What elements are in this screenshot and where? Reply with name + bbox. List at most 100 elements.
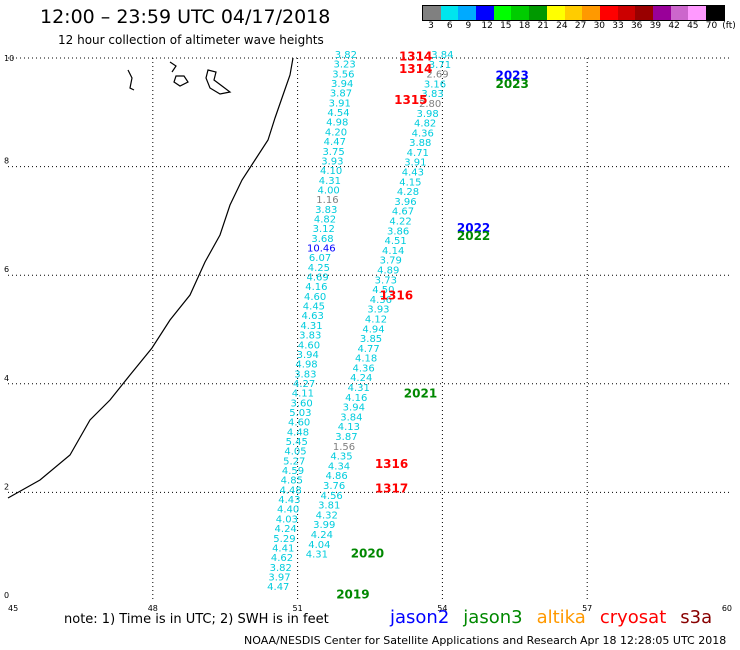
- wave-height-value: 4.31: [319, 176, 341, 187]
- orbit-pass-label: 2020: [351, 547, 384, 561]
- wave-height-value: 4.24: [350, 373, 372, 384]
- wave-height-value: 4.16: [305, 282, 327, 293]
- wave-height-value: 3.98: [417, 109, 439, 120]
- wave-height-value: 4.63: [302, 311, 324, 322]
- colorbar-labels: 3 6 9 12 15 18 21 24 27 30 33 36 39 42 45 70 (ft): [422, 21, 740, 35]
- orbit-pass-label: 1314: [399, 50, 432, 64]
- wave-height-value: 10.46: [307, 244, 336, 255]
- x-tick-label: 48: [148, 604, 158, 613]
- wave-height-value: 4.62: [271, 553, 293, 564]
- wave-height-value: 4.36: [353, 363, 375, 374]
- wave-height-value: 4.10: [320, 166, 342, 177]
- colorbar-label: 45: [687, 21, 699, 31]
- wave-height-value: 4.13: [338, 422, 360, 433]
- y-tick-label: 8: [4, 157, 9, 166]
- wave-height-value: 6.07: [309, 253, 331, 264]
- wave-height-value: 5.45: [286, 437, 308, 448]
- page-title: 12:00 – 23:59 UTC 04/17/2018: [40, 6, 331, 28]
- wave-height-value: 3.85: [360, 334, 382, 345]
- wave-height-value: 4.32: [316, 510, 338, 521]
- wave-height-value: 2.80: [419, 99, 441, 110]
- wave-height-value: 4.50: [372, 285, 394, 296]
- wave-height-value: 4.31: [300, 321, 322, 332]
- wave-height-value: 4.98: [326, 118, 348, 129]
- page-subtitle: 12 hour collection of altimeter wave hei…: [58, 33, 324, 47]
- wave-height-value: 4.82: [414, 119, 436, 130]
- x-tick-label: 51: [293, 604, 303, 613]
- wave-height-value: 4.41: [272, 543, 294, 554]
- wave-height-value: 4.12: [365, 314, 387, 325]
- orbit-pass-label: 1315: [394, 93, 427, 107]
- colorbar-label: 6: [446, 21, 453, 31]
- wave-height-value: 4.60: [298, 340, 320, 351]
- island-outline: [169, 61, 189, 87]
- wave-height-value: 4.04: [308, 540, 330, 551]
- wave-height-value: 4.89: [377, 265, 399, 276]
- wave-height-value: 4.24: [275, 524, 297, 535]
- satellite-legend: jason2 jason3 altika cryosat s3a: [390, 607, 726, 628]
- wave-height-value: 4.20: [325, 127, 347, 138]
- wave-height-value: 3.82: [270, 563, 292, 574]
- orbit-pass-label: 1317: [375, 481, 408, 495]
- wave-height-value: 3.83: [294, 369, 316, 380]
- wave-height-value: 4.59: [282, 466, 304, 477]
- wave-height-value: 3.75: [322, 147, 344, 158]
- wave-height-value: 4.16: [345, 393, 367, 404]
- x-tick-label: 45: [8, 604, 18, 613]
- wave-height-value: 3.97: [268, 572, 290, 583]
- wave-height-value: 4.03: [276, 514, 298, 525]
- colorbar-swatch: [599, 6, 618, 20]
- orbit-pass-label: 2022: [457, 221, 490, 235]
- wave-height-value: 4.69: [306, 273, 328, 284]
- wave-height-value: 3.87: [330, 89, 352, 100]
- orbit-pass-label: 1316: [375, 457, 408, 471]
- wave-height-value: 4.45: [303, 302, 325, 313]
- wave-height-value: 3.16: [424, 79, 446, 90]
- y-tick-label: 10: [4, 54, 14, 63]
- wave-height-value: 4.67: [392, 207, 414, 218]
- x-tick-label: 60: [722, 604, 732, 613]
- colorbar-label: 70: [705, 21, 718, 31]
- wave-height-value: 4.11: [292, 389, 314, 400]
- satellite-legend-item: jason3: [463, 607, 523, 628]
- wave-height-value: 3.83: [421, 89, 443, 100]
- wave-height-value: 3.84: [431, 50, 453, 61]
- colorbar-label: 30: [593, 21, 606, 31]
- colorbar-swatch: [529, 6, 547, 20]
- wave-height-value: 4.43: [402, 168, 424, 179]
- wave-height-value: 3.68: [311, 234, 333, 245]
- wave-height-value: 4.60: [304, 292, 326, 303]
- wave-height-value: 3.73: [375, 275, 397, 286]
- wave-height-value: 3.94: [297, 350, 319, 361]
- wave-height-value: 4.24: [311, 530, 333, 541]
- wave-height-value: 4.94: [362, 324, 384, 335]
- wave-height-value: 4.51: [385, 236, 407, 247]
- colorbar-swatch: [458, 6, 477, 20]
- wave-height-value: 4.05: [284, 447, 306, 458]
- orbit-pass-label: 2023: [495, 77, 528, 91]
- wave-height-value: 4.82: [314, 214, 336, 225]
- y-tick-label: 2: [4, 482, 9, 491]
- colorbar-swatch: [564, 6, 583, 20]
- wave-height-value: 3.96: [394, 197, 416, 208]
- wave-height-value: 4.48: [287, 427, 309, 438]
- coastline: [7, 57, 294, 499]
- orbit-pass-label: 1316: [380, 289, 413, 303]
- colorbar-label: 21: [537, 21, 549, 31]
- colorbar-label: 3: [428, 21, 434, 31]
- wave-height-value: 4.56: [321, 491, 343, 502]
- wave-height-value: 4.40: [277, 505, 299, 516]
- colorbar-label: 33: [612, 21, 624, 31]
- wave-height-value: 3.71: [429, 60, 451, 71]
- wave-height-value: 4.71: [407, 148, 429, 159]
- x-tick-label: 57: [582, 604, 592, 613]
- colorbar-swatch: [688, 6, 706, 20]
- wave-height-value: 3.88: [409, 138, 431, 149]
- wave-height-value: 3.83: [315, 205, 337, 216]
- wave-height-value: 3.93: [321, 156, 343, 167]
- wave-height-value: 3.84: [340, 412, 362, 423]
- wave-height-value: 4.15: [399, 177, 421, 188]
- colorbar-label: 36: [630, 21, 643, 31]
- wave-height-colorbar: [422, 5, 725, 21]
- orbit-pass-label: 2022: [457, 229, 490, 243]
